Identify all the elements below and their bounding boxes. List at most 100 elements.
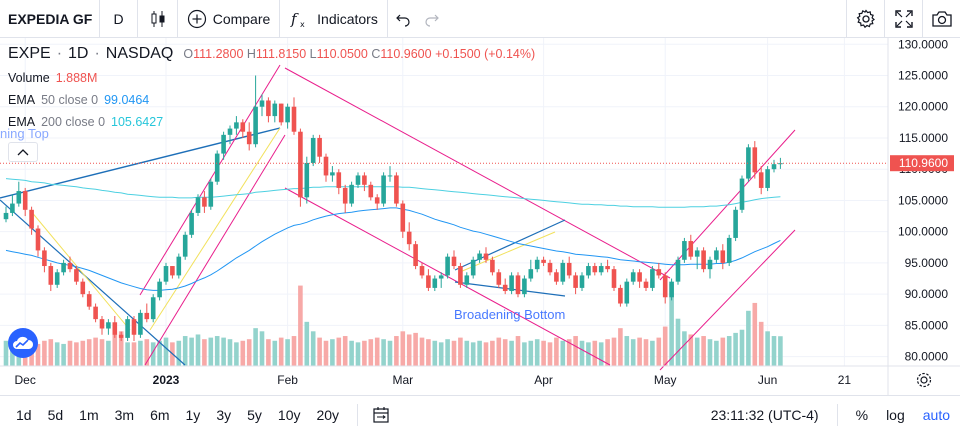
range-1m[interactable]: 1m bbox=[79, 406, 99, 423]
volume-bar bbox=[3, 340, 9, 366]
go-to-date-button[interactable] bbox=[366, 406, 396, 424]
legend-collapse-button[interactable] bbox=[8, 142, 38, 162]
svg-text:x: x bbox=[300, 20, 305, 29]
candle-body bbox=[144, 312, 150, 320]
candle-body bbox=[656, 269, 662, 276]
time-tick-label: Dec bbox=[15, 373, 36, 387]
separator bbox=[836, 403, 838, 426]
volume-bar bbox=[726, 336, 732, 366]
price-chart[interactable]: 130.0000125.0000120.0000115.0000110.0000… bbox=[0, 38, 960, 395]
fullscreen-button[interactable] bbox=[884, 0, 922, 38]
volume-bar bbox=[458, 337, 463, 366]
interval-button[interactable]: D bbox=[100, 0, 138, 38]
candle-body bbox=[458, 266, 463, 285]
volume-bar bbox=[182, 336, 188, 366]
candle-body bbox=[714, 250, 719, 260]
axes: 130.0000125.0000120.0000115.0000110.0000… bbox=[0, 38, 960, 395]
bottom-right-group: 23:11:32 (UTC-4) % log auto bbox=[710, 403, 950, 426]
volume-bar bbox=[739, 329, 745, 366]
snapshot-button[interactable] bbox=[922, 0, 960, 38]
candle-body bbox=[451, 256, 457, 267]
volume-bar bbox=[701, 336, 706, 366]
volume-bar bbox=[464, 340, 470, 366]
range-6m[interactable]: 6m bbox=[150, 406, 170, 423]
range-1y[interactable]: 1y bbox=[185, 406, 201, 423]
candle-body bbox=[182, 234, 188, 257]
chart-style-button[interactable] bbox=[138, 0, 178, 38]
channel-line bbox=[284, 67, 671, 279]
undo-icon[interactable] bbox=[395, 11, 411, 27]
candle-body bbox=[586, 266, 591, 276]
volume-bar bbox=[579, 340, 585, 366]
volume-bar bbox=[611, 337, 617, 366]
volume-bar bbox=[330, 339, 335, 366]
range-5y[interactable]: 5y bbox=[247, 406, 262, 423]
toolbar-right bbox=[846, 0, 960, 38]
volume-bar bbox=[317, 337, 322, 366]
pattern-line bbox=[0, 127, 281, 199]
candle-body bbox=[669, 281, 674, 298]
timezone-clock[interactable]: 23:11:32 (UTC-4) bbox=[710, 406, 819, 423]
candle-body bbox=[291, 106, 297, 132]
range-5d[interactable]: 5d bbox=[47, 406, 64, 423]
volume-bar bbox=[234, 342, 239, 366]
candle-body bbox=[150, 297, 156, 320]
candle-body bbox=[221, 134, 226, 154]
range-20y[interactable]: 20y bbox=[316, 406, 340, 423]
candle-body bbox=[490, 259, 495, 273]
candle-body bbox=[330, 172, 335, 176]
candle-body bbox=[35, 228, 41, 251]
plus-circle-icon bbox=[187, 9, 206, 28]
candle-body bbox=[259, 100, 265, 107]
volume-bar bbox=[93, 337, 98, 366]
channel-line bbox=[144, 134, 286, 366]
symbol-search[interactable]: EXPEDIA GF bbox=[0, 0, 100, 38]
candle-body bbox=[618, 287, 623, 304]
log-toggle[interactable]: log bbox=[886, 406, 905, 423]
candle-body bbox=[522, 278, 527, 295]
candle-body bbox=[534, 259, 540, 270]
percent-toggle[interactable]: % bbox=[855, 406, 869, 423]
candle-body bbox=[406, 231, 412, 245]
compare-label: Compare bbox=[212, 10, 271, 27]
range-10y[interactable]: 10y bbox=[277, 406, 301, 423]
range-1d[interactable]: 1d bbox=[16, 406, 32, 423]
candle-body bbox=[758, 172, 764, 188]
candle-body bbox=[374, 197, 380, 204]
candle-body bbox=[10, 203, 15, 213]
tradingview-logo[interactable] bbox=[8, 328, 38, 358]
volume-bar bbox=[374, 337, 380, 366]
range-3m[interactable]: 3m bbox=[114, 406, 135, 423]
indicators-button[interactable]: f x Indicators bbox=[280, 0, 388, 38]
last-price-tag bbox=[890, 155, 954, 172]
gear-center bbox=[920, 376, 928, 384]
candle-body bbox=[419, 266, 425, 276]
volume-bar bbox=[707, 339, 713, 366]
volume-bar bbox=[202, 339, 207, 366]
candle-body bbox=[605, 266, 610, 270]
candle-body bbox=[240, 122, 246, 132]
volume-bar bbox=[547, 342, 553, 366]
volume-bar bbox=[125, 342, 130, 366]
volume-bar bbox=[554, 337, 559, 366]
redo-icon[interactable] bbox=[424, 11, 440, 27]
range-3y[interactable]: 3y bbox=[216, 406, 232, 423]
candle-body bbox=[438, 275, 444, 279]
ema200-line bbox=[5, 178, 781, 208]
candle-body bbox=[381, 175, 386, 204]
candle-body bbox=[643, 281, 649, 288]
candle-body bbox=[694, 250, 700, 257]
volume-bar bbox=[688, 334, 694, 366]
trend-line bbox=[459, 231, 556, 273]
auto-toggle[interactable]: auto bbox=[922, 406, 950, 423]
candle-body bbox=[112, 322, 118, 335]
candle-body bbox=[16, 191, 22, 204]
compare-button[interactable]: Compare bbox=[178, 0, 280, 38]
settings-button[interactable] bbox=[846, 0, 884, 38]
volume-bar bbox=[221, 337, 226, 366]
candle-body bbox=[765, 169, 770, 188]
channel-line bbox=[659, 229, 796, 371]
volume-bar bbox=[560, 340, 566, 366]
trend-line bbox=[29, 209, 131, 331]
fullscreen-icon bbox=[894, 10, 913, 28]
